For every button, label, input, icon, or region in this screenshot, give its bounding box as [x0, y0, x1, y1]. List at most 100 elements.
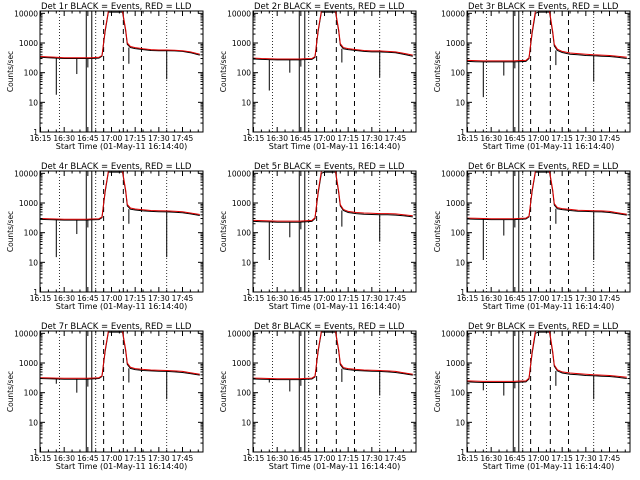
x-tick-label: 17:00 — [101, 294, 123, 303]
x-tick-label: 16:45 — [77, 134, 99, 143]
x-tick-label: 17:15 — [337, 294, 359, 303]
panel-7: Det 7r BLACK = Events, RED = LLD 1 10 100 10… — [6, 322, 204, 471]
x-tick-label: 17:15 — [337, 134, 359, 143]
x-axis-label: Start Time (01-May-11 16:14:40) — [56, 142, 187, 151]
y-axis-label: Counts/sec — [433, 51, 442, 92]
y-tick-label: 1000 — [446, 39, 465, 48]
plot-frame — [252, 170, 417, 293]
panel-1: Det 1r BLACK = Events, RED = LLD 1 10 100 10… — [6, 2, 204, 151]
x-tick-label: 17:30 — [148, 454, 170, 463]
x-tick-label: 17:45 — [172, 454, 194, 463]
events-line — [467, 11, 627, 63]
y-tick-label: 100 — [237, 69, 252, 78]
panel-title: Det 8r BLACK = Events, RED = LLD — [254, 322, 405, 332]
y-tick-label: 1 — [33, 448, 38, 457]
x-tick-label: 16:30 — [480, 294, 502, 303]
panel-9: Det 9r BLACK = Events, RED = LLD 1 10 100 10… — [433, 322, 631, 471]
lld-line — [467, 330, 627, 382]
x-axis-label: Start Time (01-May-11 16:14:40) — [483, 302, 614, 311]
y-tick-label: 1 — [460, 448, 465, 457]
x-tick-label: 16:30 — [53, 454, 75, 463]
y-tick-label: 1000 — [19, 359, 38, 368]
x-tick-label: 17:30 — [361, 454, 383, 463]
x-tick-label: 16:15 — [30, 294, 52, 303]
events-line — [253, 171, 413, 223]
lld-line — [253, 170, 413, 222]
panel-title: Det 4r BLACK = Events, RED = LLD — [41, 162, 192, 172]
x-tick-label: 16:15 — [243, 294, 265, 303]
y-tick-label: 1000 — [232, 39, 251, 48]
y-tick-label: 1 — [460, 128, 465, 137]
x-tick-label: 16:30 — [53, 134, 75, 143]
y-tick-label: 1000 — [232, 359, 251, 368]
x-tick-label: 17:00 — [528, 454, 550, 463]
events-line — [253, 331, 413, 381]
x-tick-label: 16:45 — [77, 294, 99, 303]
x-axis-label: Start Time (01-May-11 16:14:40) — [483, 462, 614, 471]
x-tick-label: 17:45 — [385, 134, 407, 143]
events-line — [467, 171, 627, 221]
y-tick-label: 100 — [24, 69, 39, 78]
plot-frame — [466, 10, 631, 133]
x-tick-label: 16:30 — [53, 294, 75, 303]
x-tick-label: 16:30 — [266, 294, 288, 303]
x-tick-label: 17:00 — [101, 134, 123, 143]
panel-2: Det 2r BLACK = Events, RED = LLD 1 10 100 10… — [219, 2, 417, 151]
plot-frame — [252, 10, 417, 133]
x-tick-label: 17:00 — [528, 294, 550, 303]
y-tick-label: 10000 — [441, 9, 465, 18]
x-tick-label: 16:15 — [30, 134, 52, 143]
x-axis-label: Start Time (01-May-11 16:14:40) — [269, 462, 400, 471]
y-tick-label: 1 — [246, 128, 251, 137]
y-tick-label: 10000 — [227, 169, 251, 178]
x-axis-label: Start Time (01-May-11 16:14:40) — [56, 302, 187, 311]
y-axis-label: Counts/sec — [219, 51, 228, 92]
y-tick-label: 100 — [24, 389, 39, 398]
y-tick-label: 100 — [451, 389, 466, 398]
x-tick-label: 17:15 — [124, 454, 146, 463]
plot-frame — [39, 170, 204, 293]
y-tick-label: 1 — [460, 288, 465, 297]
events-line — [467, 331, 627, 383]
y-tick-label: 100 — [451, 229, 466, 238]
x-tick-label: 16:45 — [504, 134, 526, 143]
y-tick-label: 10000 — [227, 329, 251, 338]
plot-frame — [466, 330, 631, 453]
y-tick-label: 1000 — [19, 199, 38, 208]
x-tick-label: 17:45 — [172, 134, 194, 143]
x-tick-label: 17:30 — [361, 134, 383, 143]
y-tick-label: 100 — [451, 69, 466, 78]
y-tick-label: 10 — [241, 418, 251, 427]
x-tick-label: 17:30 — [148, 134, 170, 143]
x-tick-label: 17:15 — [124, 294, 146, 303]
x-axis-label: Start Time (01-May-11 16:14:40) — [483, 142, 614, 151]
x-tick-label: 17:30 — [575, 134, 597, 143]
x-tick-label: 16:45 — [504, 294, 526, 303]
panel-title: Det 7r BLACK = Events, RED = LLD — [41, 322, 192, 332]
x-tick-label: 17:15 — [551, 294, 573, 303]
y-tick-label: 1000 — [446, 199, 465, 208]
x-tick-label: 17:45 — [599, 134, 621, 143]
y-axis-label: Counts/sec — [6, 211, 15, 252]
x-tick-label: 17:15 — [551, 134, 573, 143]
y-tick-label: 1000 — [19, 39, 38, 48]
panel-8: Det 8r BLACK = Events, RED = LLD 1 10 100 10… — [219, 322, 417, 471]
y-tick-label: 10000 — [14, 329, 38, 338]
x-tick-label: 17:45 — [599, 454, 621, 463]
x-tick-label: 17:30 — [361, 294, 383, 303]
events-line — [40, 331, 200, 380]
panel-3: Det 3r BLACK = Events, RED = LLD 1 10 100 10… — [433, 2, 631, 151]
y-tick-label: 10 — [28, 98, 38, 107]
x-tick-label: 17:15 — [337, 454, 359, 463]
y-tick-label: 1000 — [446, 359, 465, 368]
y-tick-label: 1000 — [232, 199, 251, 208]
x-axis-label: Start Time (01-May-11 16:14:40) — [56, 462, 187, 471]
x-tick-label: 17:15 — [124, 134, 146, 143]
events-line — [253, 11, 413, 61]
x-axis-label: Start Time (01-May-11 16:14:40) — [269, 302, 400, 311]
y-tick-label: 10 — [241, 98, 251, 107]
y-tick-label: 10 — [455, 418, 465, 427]
y-axis-label: Counts/sec — [433, 371, 442, 412]
panel-title: Det 2r BLACK = Events, RED = LLD — [254, 2, 405, 12]
